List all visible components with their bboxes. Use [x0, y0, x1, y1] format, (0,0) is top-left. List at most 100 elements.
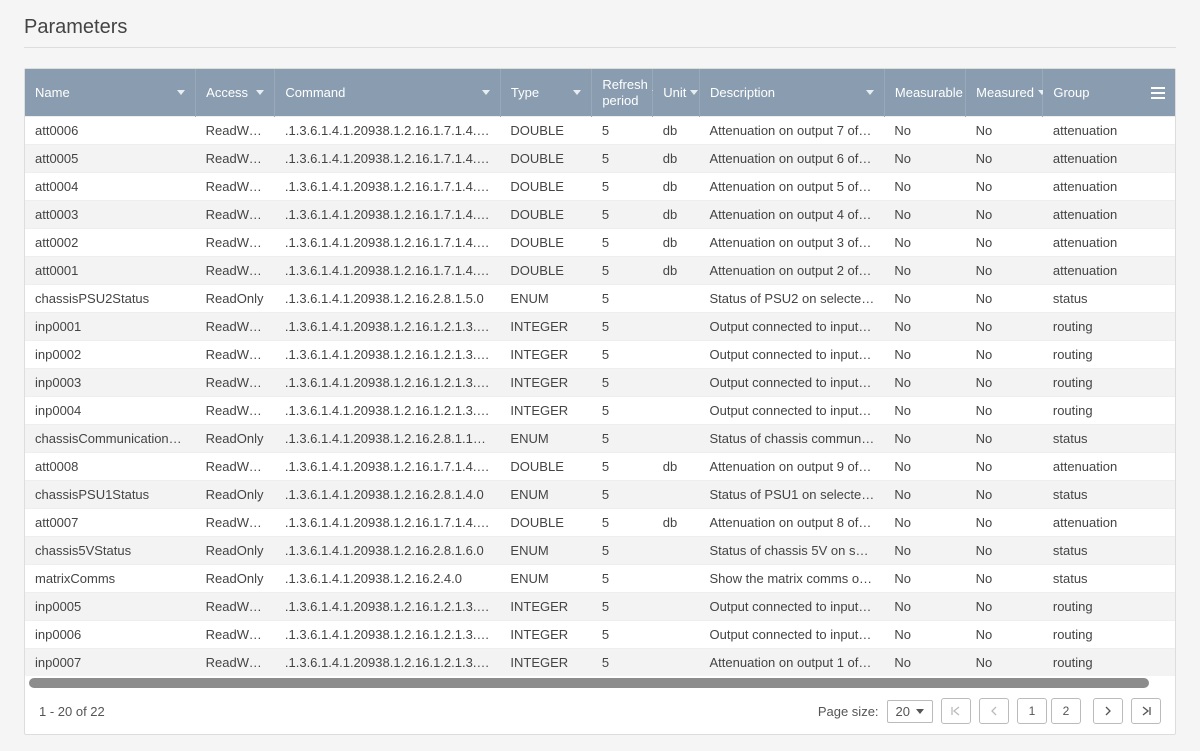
column-label: Measurable — [895, 85, 963, 101]
hamburger-icon[interactable] — [1151, 87, 1165, 99]
column-header-access[interactable]: Access — [196, 69, 275, 117]
first-page-button[interactable] — [941, 698, 971, 724]
cell-command: .1.3.6.1.4.1.20938.1.2.16.1.2.1.3.2.0 — [275, 341, 501, 369]
cell-access: ReadWrite — [196, 145, 275, 173]
cell-measured: No — [966, 201, 1043, 229]
cell-command: .1.3.6.1.4.1.20938.1.2.16.2.8.1.18.0 — [275, 425, 501, 453]
cell-description: Status of PSU1 on selected m… — [700, 481, 885, 509]
column-header-command[interactable]: Command — [275, 69, 501, 117]
cell-refresh: 5 — [592, 649, 653, 677]
cell-name: att0003 — [25, 201, 196, 229]
cell-type: DOUBLE — [500, 117, 591, 145]
table-row[interactable]: chassis5VStatusReadOnly.1.3.6.1.4.1.2093… — [25, 537, 1175, 565]
cell-type: DOUBLE — [500, 229, 591, 257]
table-row[interactable]: att0005ReadWrite.1.3.6.1.4.1.20938.1.2.1… — [25, 145, 1175, 173]
column-header-description[interactable]: Description — [700, 69, 885, 117]
cell-type: DOUBLE — [500, 509, 591, 537]
cell-refresh: 5 — [592, 145, 653, 173]
column-header-name[interactable]: Name — [25, 69, 196, 117]
cell-name: inp0002 — [25, 341, 196, 369]
cell-type: DOUBLE — [500, 453, 591, 481]
column-header-measured[interactable]: Measured — [966, 69, 1043, 117]
cell-access: ReadWrite — [196, 173, 275, 201]
cell-name: inp0006 — [25, 621, 196, 649]
table-row[interactable]: inp0002ReadWrite.1.3.6.1.4.1.20938.1.2.1… — [25, 341, 1175, 369]
cell-access: ReadWrite — [196, 229, 275, 257]
page-size-select[interactable]: 20 — [887, 700, 933, 723]
cell-description: Output connected to input 4, if… — [700, 397, 885, 425]
table-row[interactable]: att0001ReadWrite.1.3.6.1.4.1.20938.1.2.1… — [25, 257, 1175, 285]
table-row[interactable]: inp0001ReadWrite.1.3.6.1.4.1.20938.1.2.1… — [25, 313, 1175, 341]
last-page-button[interactable] — [1131, 698, 1161, 724]
cell-description: Show the matrix comms on th… — [700, 565, 885, 593]
cell-refresh: 5 — [592, 341, 653, 369]
chevron-right-icon — [1103, 706, 1113, 716]
column-header-group[interactable]: Group — [1043, 69, 1175, 117]
cell-measurable: No — [884, 257, 965, 285]
cell-refresh: 5 — [592, 509, 653, 537]
table-row[interactable]: att0006ReadWrite.1.3.6.1.4.1.20938.1.2.1… — [25, 117, 1175, 145]
table-row[interactable]: inp0004ReadWrite.1.3.6.1.4.1.20938.1.2.1… — [25, 397, 1175, 425]
next-page-button[interactable] — [1093, 698, 1123, 724]
column-header-measurable[interactable]: Measurable — [884, 69, 965, 117]
cell-type: ENUM — [500, 481, 591, 509]
cell-command: .1.3.6.1.4.1.20938.1.2.16.1.7.1.4.2.0 — [275, 229, 501, 257]
cell-refresh: 5 — [592, 481, 653, 509]
cell-name: att0001 — [25, 257, 196, 285]
page-title: Parameters — [24, 16, 1176, 39]
cell-name: inp0005 — [25, 593, 196, 621]
cell-command: .1.3.6.1.4.1.20938.1.2.16.1.7.1.4.4.0 — [275, 173, 501, 201]
cell-measured: No — [966, 509, 1043, 537]
pagination-bar: 1 - 20 of 22 Page size: 20 12 — [25, 688, 1175, 734]
page-number-button[interactable]: 2 — [1051, 698, 1081, 724]
table-row[interactable]: att0003ReadWrite.1.3.6.1.4.1.20938.1.2.1… — [25, 201, 1175, 229]
cell-access: ReadOnly — [196, 537, 275, 565]
cell-measured: No — [966, 313, 1043, 341]
page-number-button[interactable]: 1 — [1017, 698, 1047, 724]
cell-description: Attenuation on output 9 of sele… — [700, 453, 885, 481]
cell-access: ReadWrite — [196, 117, 275, 145]
table-row[interactable]: att0008ReadWrite.1.3.6.1.4.1.20938.1.2.1… — [25, 453, 1175, 481]
cell-unit — [653, 397, 700, 425]
column-label: Name — [35, 85, 70, 101]
table-row[interactable]: matrixCommsReadOnly.1.3.6.1.4.1.20938.1.… — [25, 565, 1175, 593]
cell-description: Output connected to input 3, if… — [700, 369, 885, 397]
table-row[interactable]: chassisCommunicationsStatusReadOnly.1.3.… — [25, 425, 1175, 453]
cell-unit: db — [653, 229, 700, 257]
cell-type: ENUM — [500, 425, 591, 453]
table-row[interactable]: chassisPSU1StatusReadOnly.1.3.6.1.4.1.20… — [25, 481, 1175, 509]
first-page-icon — [951, 706, 961, 716]
pagination-range: 1 - 20 of 22 — [39, 704, 105, 719]
cell-access: ReadOnly — [196, 425, 275, 453]
cell-command: .1.3.6.1.4.1.20938.1.2.16.1.7.1.4.8.0 — [275, 453, 501, 481]
cell-type: DOUBLE — [500, 145, 591, 173]
cell-command: .1.3.6.1.4.1.20938.1.2.16.1.7.1.4.3.0 — [275, 201, 501, 229]
table-row[interactable]: chassisPSU2StatusReadOnly.1.3.6.1.4.1.20… — [25, 285, 1175, 313]
table-row[interactable]: inp0007ReadWrite.1.3.6.1.4.1.20938.1.2.1… — [25, 649, 1175, 677]
last-page-icon — [1141, 706, 1151, 716]
cell-description: Attenuation on output 4 of sele… — [700, 201, 885, 229]
cell-name: att0002 — [25, 229, 196, 257]
table-row[interactable]: att0004ReadWrite.1.3.6.1.4.1.20938.1.2.1… — [25, 173, 1175, 201]
horizontal-scrollbar[interactable] — [29, 678, 1149, 688]
table-row[interactable]: inp0003ReadWrite.1.3.6.1.4.1.20938.1.2.1… — [25, 369, 1175, 397]
cell-description: Status of chassis communicati… — [700, 425, 885, 453]
cell-description: Attenuation on output 1 of sele… — [700, 649, 885, 677]
table-row[interactable]: att0007ReadWrite.1.3.6.1.4.1.20938.1.2.1… — [25, 509, 1175, 537]
table-row[interactable]: att0002ReadWrite.1.3.6.1.4.1.20938.1.2.1… — [25, 229, 1175, 257]
cell-measurable: No — [884, 621, 965, 649]
column-header-refresh[interactable]: Refresh period — [592, 69, 653, 117]
cell-description: Attenuation on output 6 of sele… — [700, 145, 885, 173]
column-header-unit[interactable]: Unit — [653, 69, 700, 117]
chevron-down-icon — [916, 709, 924, 714]
table-row[interactable]: inp0006ReadWrite.1.3.6.1.4.1.20938.1.2.1… — [25, 621, 1175, 649]
cell-description: Attenuation on output 7 of sele… — [700, 117, 885, 145]
column-header-type[interactable]: Type — [500, 69, 591, 117]
cell-unit: db — [653, 453, 700, 481]
table-row[interactable]: inp0005ReadWrite.1.3.6.1.4.1.20938.1.2.1… — [25, 593, 1175, 621]
prev-page-button[interactable] — [979, 698, 1009, 724]
cell-name: inp0001 — [25, 313, 196, 341]
cell-name: att0004 — [25, 173, 196, 201]
cell-group: attenuation — [1043, 453, 1175, 481]
cell-command: .1.3.6.1.4.1.20938.1.2.16.2.8.1.5.0 — [275, 285, 501, 313]
